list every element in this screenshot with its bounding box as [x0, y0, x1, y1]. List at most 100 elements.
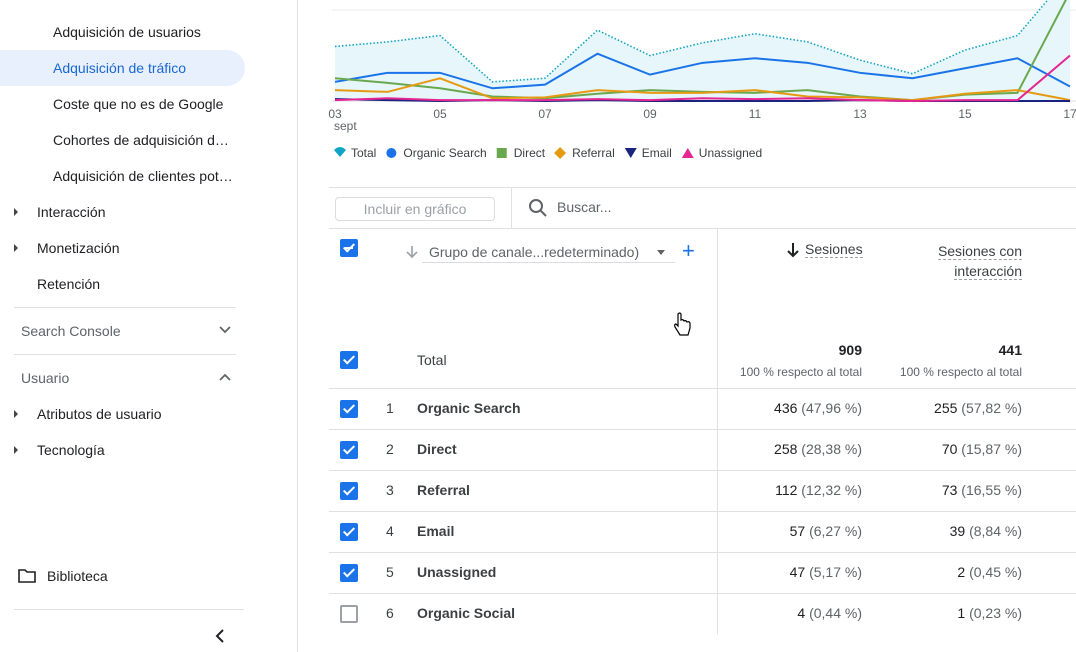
row-divider	[329, 388, 1076, 389]
checkbox[interactable]	[340, 482, 358, 500]
cursor	[674, 312, 691, 336]
legend-icon	[386, 148, 397, 158]
checkbox[interactable]	[340, 441, 358, 459]
cell-value: 73	[941, 482, 958, 498]
column-header[interactable]: Sesiones	[805, 241, 863, 258]
channel-name[interactable]: Referral	[417, 482, 470, 498]
total-value: 909	[838, 342, 862, 358]
cell-value: 47	[789, 564, 806, 580]
include-button[interactable]: Incluir en gráfico	[335, 197, 495, 221]
add-dimension[interactable]: +	[682, 238, 695, 263]
cell-percent: (0,23 %)	[969, 605, 1022, 621]
cell-percent: (8,84 %)	[969, 523, 1022, 539]
chart: 03 05 07 09 11 13 15 17 sept Total Organic Search D…	[328, 0, 1076, 160]
cell-percent: (47,96 %)	[801, 400, 862, 416]
line	[334, 52, 1071, 90]
rank: 5	[386, 564, 394, 580]
nav-item[interactable]: Coste que no es de Google	[53, 96, 224, 112]
cell-percent: (6,27 %)	[809, 523, 862, 539]
legend-label: Unassigned	[699, 146, 762, 160]
legend-label: Organic Search	[403, 146, 486, 160]
total-checkbox[interactable]	[340, 351, 358, 369]
legend-label: Direct	[514, 146, 546, 160]
select-all[interactable]	[340, 239, 358, 257]
dimension-label: Grupo de canale...redeterminado)	[429, 244, 640, 260]
row-divider	[329, 511, 1076, 512]
cell-percent: (57,82 %)	[961, 400, 1022, 416]
cell: 57 (6,27 %)	[790, 523, 862, 539]
checkbox[interactable]	[340, 400, 358, 418]
legend-label: Total	[351, 146, 376, 160]
cell-percent: (28,38 %)	[801, 441, 862, 457]
selected-bg	[0, 50, 245, 86]
x-tick-label: 15	[958, 107, 972, 121]
cell: 73 (16,55 %)	[942, 482, 1022, 498]
folder-icon	[18, 569, 36, 583]
checkbox[interactable]	[340, 605, 358, 623]
checkbox[interactable]	[340, 523, 358, 541]
legend-icon	[681, 148, 694, 158]
cell-percent: (12,32 %)	[801, 482, 862, 498]
cell-value: 112	[775, 482, 798, 498]
legend-label: Referral	[572, 146, 615, 160]
caret	[14, 244, 18, 252]
x-tick-label: 05	[433, 107, 447, 121]
collapse[interactable]	[214, 628, 226, 644]
cell-value: 57	[789, 523, 806, 539]
channel-name[interactable]: Direct	[417, 441, 457, 457]
nav-group[interactable]: Interacción	[37, 204, 106, 220]
nav-group[interactable]: Monetización	[37, 240, 120, 256]
rank: 2	[386, 441, 394, 457]
channel-name[interactable]: Organic Search	[417, 400, 521, 416]
rank: 3	[386, 482, 394, 498]
section[interactable]: Search Console	[21, 323, 121, 339]
nav-item[interactable]: Adquisición de clientes pot…	[53, 168, 233, 184]
rank: 6	[386, 605, 394, 621]
caret	[14, 410, 18, 418]
cell-percent: (5,17 %)	[809, 564, 862, 580]
column-header[interactable]: Sesiones con interacción	[922, 241, 1022, 281]
x-tick-label: 13	[853, 107, 867, 121]
legend-icon	[496, 148, 507, 158]
x-tick-label: 07	[538, 107, 552, 121]
legend-item: Unassigned	[681, 146, 762, 160]
channel-name[interactable]: Email	[417, 523, 455, 539]
legend-label: Email	[642, 146, 672, 160]
total-value: 441	[998, 342, 1022, 358]
sort-desc-icon	[787, 243, 799, 258]
cell: 70 (15,87 %)	[942, 441, 1022, 457]
nav-group[interactable]: Tecnología	[37, 442, 105, 458]
line	[334, 0, 1049, 83]
cell: 2 (0,45 %)	[957, 564, 1022, 580]
cell: 112 (12,32 %)	[775, 482, 862, 498]
cell: 39 (8,84 %)	[950, 523, 1022, 539]
search-icon	[529, 199, 547, 217]
legend-icon	[334, 147, 346, 157]
cell-value: 255	[934, 400, 958, 416]
sidebar	[0, 0, 298, 652]
channel-name[interactable]: Organic Social	[417, 605, 516, 621]
cell-percent: (15,87 %)	[961, 441, 1022, 457]
nav-item[interactable]: Adquisición de usuarios	[53, 24, 201, 40]
cell-value: 2	[957, 564, 966, 580]
channel-name[interactable]: Unassigned	[417, 564, 497, 580]
cell: 1 (0,23 %)	[957, 605, 1022, 621]
search-input[interactable]: Buscar...	[557, 199, 612, 215]
library[interactable]: Biblioteca	[47, 568, 108, 584]
nav-item[interactable]: Adquisición de tráfico	[53, 60, 187, 76]
legend-icon	[624, 148, 637, 158]
x-tick-label: 03	[328, 107, 342, 121]
cell: 47 (5,17 %)	[790, 564, 862, 580]
row-divider	[329, 429, 1076, 430]
dimension-select[interactable]: Grupo de canale...redeterminado)	[422, 241, 675, 263]
section[interactable]: Usuario	[21, 370, 70, 386]
cell-percent: (0,44 %)	[809, 605, 862, 621]
checkbox[interactable]	[340, 564, 358, 582]
nav-group[interactable]: Retención	[37, 276, 101, 292]
total-label: Total	[417, 352, 447, 368]
nav-group[interactable]: Atributos de usuario	[37, 406, 162, 422]
chevron	[219, 326, 231, 334]
caret	[14, 208, 18, 216]
nav-item[interactable]: Cohortes de adquisición d…	[53, 132, 229, 148]
area	[335, 0, 1070, 101]
